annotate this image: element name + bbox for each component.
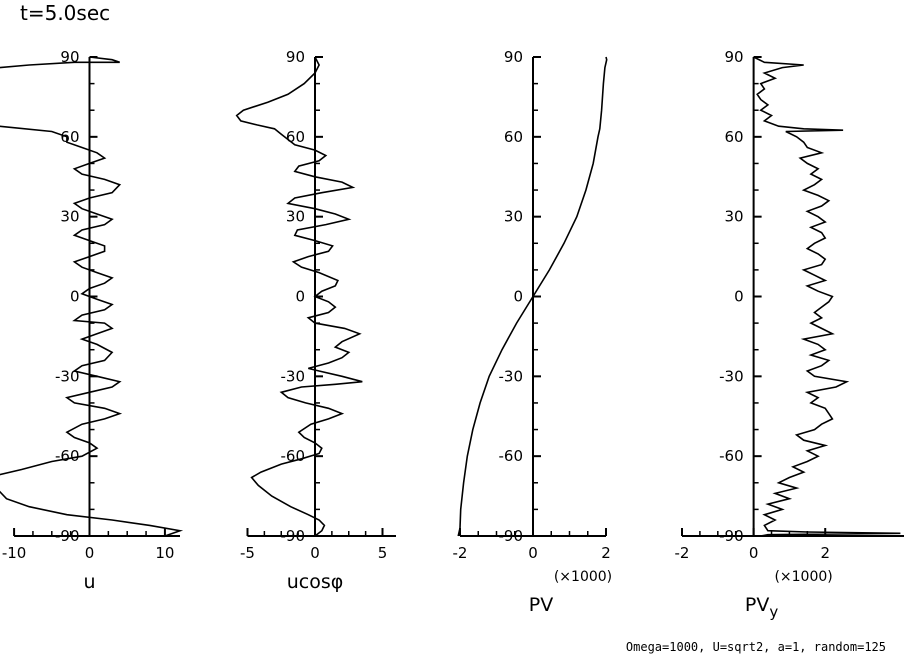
x-axis-title: PVy <box>745 594 778 621</box>
profile-line <box>235 56 363 537</box>
x-axis-title: PV <box>529 594 553 616</box>
y-tick-label: 30 <box>60 208 79 226</box>
panel-pv: 90 60 30 0 -30 -60 -90 -2 0 2 PV(×1000) <box>453 48 613 616</box>
y-tick-label: 90 <box>286 48 305 66</box>
y-tick-label: -60 <box>719 447 744 465</box>
parameter-note: Omega=1000, U=sqrt2, a=1, random=125 <box>626 640 886 654</box>
y-tick-label: 30 <box>286 208 305 226</box>
x-tick-label: -5 <box>240 544 255 562</box>
y-tick-label: 90 <box>504 48 523 66</box>
x-tick-label: 0 <box>749 544 759 562</box>
y-tick-label: 0 <box>70 288 80 306</box>
y-tick-label: -30 <box>499 367 524 385</box>
panel-pvy: 90 60 30 0 -30 -60 -90 -2 0 2 PVy (×1000) <box>675 48 904 621</box>
figure-title: t=5.0sec <box>20 1 110 25</box>
y-tick-label: 60 <box>725 128 744 146</box>
y-tick-label: 30 <box>504 208 523 226</box>
x-tick-label: 0 <box>85 544 95 562</box>
y-tick-label: 60 <box>286 128 305 146</box>
y-tick-label: -30 <box>719 367 744 385</box>
y-tick-label: 90 <box>725 48 744 66</box>
x-tick-label: 0 <box>310 544 320 562</box>
y-tick-label: -30 <box>55 367 80 385</box>
y-tick-label: -90 <box>499 527 524 545</box>
y-tick-label: -90 <box>55 527 80 545</box>
x-axis-title: ucosφ <box>287 571 344 593</box>
y-tick-label: -30 <box>281 367 306 385</box>
x-axis-title-subscript: y <box>769 603 778 621</box>
panels-group: 90 60 30 0 -30 -60 -90 -10 0 10 u 90 60 30 0 -30 -60 -90 -… <box>0 48 904 621</box>
panel-ucosphi: 90 60 30 0 -30 -60 -90 -5 0 5 ucosφ <box>235 48 396 593</box>
x-tick-label: 2 <box>820 544 830 562</box>
y-tick-label: 0 <box>734 288 744 306</box>
y-tick-label: -60 <box>55 447 80 465</box>
y-tick-label: -60 <box>281 447 306 465</box>
profile-line <box>457 56 608 537</box>
x-axis-title: u <box>83 571 95 593</box>
y-tick-label: 60 <box>60 128 79 146</box>
x-tick-label: 10 <box>155 544 174 562</box>
x-tick-label: 5 <box>378 544 388 562</box>
x-tick-label: 2 <box>601 544 611 562</box>
y-tick-label: 0 <box>295 288 305 306</box>
unit-label: (×1000) <box>774 569 832 585</box>
y-tick-label: 60 <box>504 128 523 146</box>
y-tick-label: -90 <box>281 527 306 545</box>
y-tick-label: 0 <box>513 288 523 306</box>
x-tick-label: -2 <box>453 544 468 562</box>
unit-label: (×1000) <box>554 569 612 585</box>
y-tick-label: 30 <box>725 208 744 226</box>
profile-line <box>0 56 184 537</box>
x-tick-label: 0 <box>528 544 538 562</box>
x-tick-label: -10 <box>2 544 27 562</box>
y-tick-label: -90 <box>719 527 744 545</box>
x-tick-label: -2 <box>675 544 690 562</box>
y-tick-label: -60 <box>499 447 524 465</box>
profile-line <box>753 56 901 537</box>
